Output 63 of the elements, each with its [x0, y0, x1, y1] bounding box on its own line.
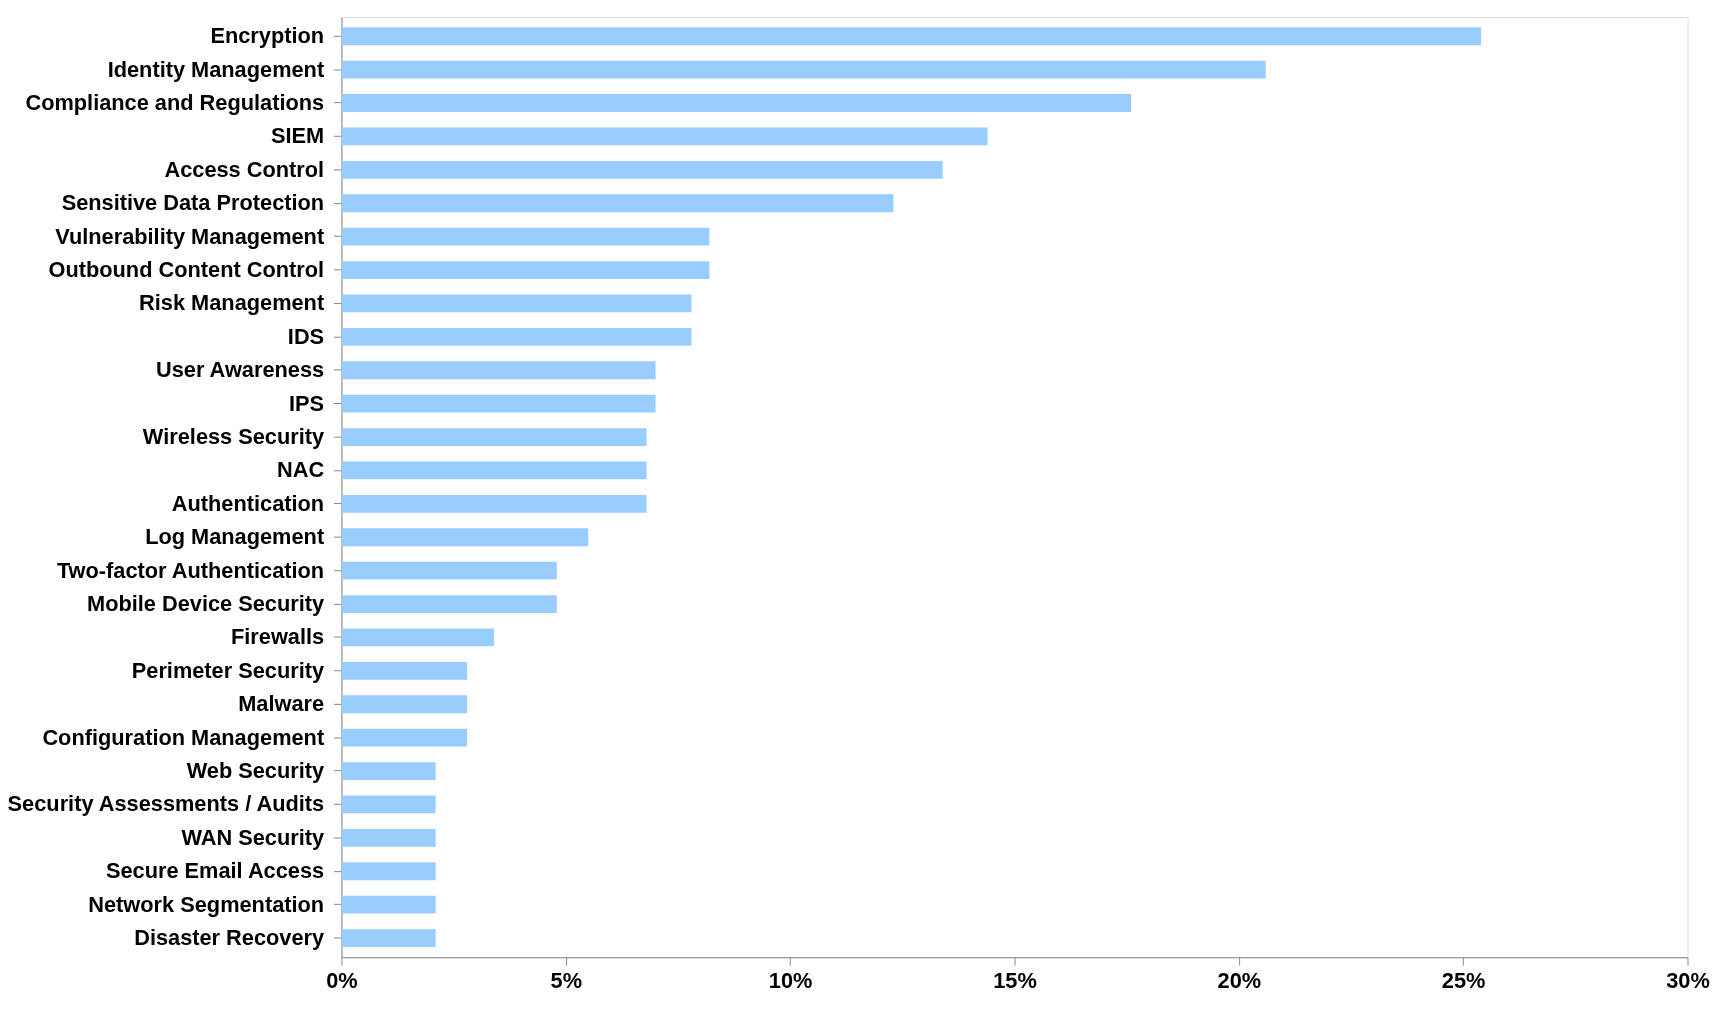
bar [341, 294, 692, 313]
y-tick-label: Web Security [186, 757, 325, 783]
x-tick-label: 0% [326, 968, 358, 994]
bar [341, 94, 1132, 112]
y-tick-label: Vulnerability Management [55, 223, 325, 249]
y-tick-label: Network Segmentation [88, 891, 325, 917]
y-tick-label: Access Control [164, 156, 325, 182]
bar [341, 561, 557, 580]
bar [341, 628, 495, 647]
bar [341, 428, 647, 446]
bar [341, 494, 647, 513]
y-tick-label: Sensitive Data Protection [61, 190, 325, 216]
y-tick-label: Wireless Security [142, 423, 325, 449]
bar [341, 327, 692, 346]
y-tick-label: Mobile Device Security [87, 590, 325, 616]
y-tick-label: Log Management [145, 524, 325, 550]
bar [341, 661, 468, 680]
bar [341, 394, 656, 413]
y-tick-label: Security Assessments / Audits [7, 791, 325, 817]
bar [341, 595, 557, 613]
y-tick-label: Compliance and Regulations [25, 89, 325, 115]
y-tick-label: SIEM [270, 123, 325, 149]
y-tick-label: Configuration Management [42, 724, 325, 750]
x-tick-label: 15% [993, 968, 1037, 994]
y-tick-label: Authentication [171, 490, 325, 516]
y-tick-label: Outbound Content Control [48, 256, 325, 282]
bar [341, 795, 436, 814]
y-tick-label: Disaster Recovery [134, 924, 325, 950]
bar [341, 929, 436, 947]
bar [341, 728, 468, 747]
bar [341, 895, 436, 914]
bar [341, 60, 1266, 79]
y-tick-label: NAC [276, 457, 325, 483]
x-tick-label: 20% [1217, 968, 1262, 994]
bar [341, 695, 468, 714]
y-tick-label: User Awareness [155, 357, 325, 383]
y-tick-label: Firewalls [230, 624, 325, 650]
x-tick-label: 25% [1441, 968, 1486, 994]
y-tick-label: Secure Email Access [105, 858, 325, 884]
bar [341, 461, 647, 480]
bar [341, 27, 1482, 46]
bar [341, 828, 436, 847]
y-tick-label: Two-factor Authentication [56, 557, 325, 583]
y-tick-label: Identity Management [107, 56, 325, 82]
y-tick-label: Malware [238, 691, 325, 717]
bar [341, 261, 710, 279]
bar [341, 227, 710, 246]
bar [341, 194, 894, 213]
x-tick-label: 5% [550, 968, 583, 994]
bar [341, 361, 656, 380]
y-tick-label: Perimeter Security [131, 657, 325, 683]
x-tick-label: 10% [768, 968, 813, 994]
bar [341, 127, 988, 146]
y-tick-label: WAN Security [181, 824, 325, 850]
y-tick-label: IDS [287, 323, 325, 349]
x-tick-label: 30% [1666, 968, 1710, 994]
bar [341, 528, 589, 547]
y-tick-label: Risk Management [139, 290, 325, 316]
bar [341, 862, 436, 881]
y-tick-label: Encryption [210, 23, 325, 49]
bar [341, 160, 943, 179]
y-tick-label: IPS [289, 390, 325, 416]
bar [341, 762, 436, 780]
